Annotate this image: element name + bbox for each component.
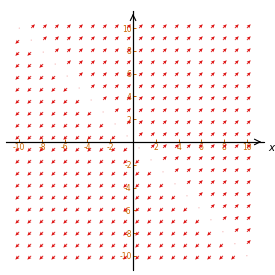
X-axis label: $x_1$: $x_1$ [268,143,275,155]
Y-axis label: $x_2$: $x_2$ [130,0,142,3]
